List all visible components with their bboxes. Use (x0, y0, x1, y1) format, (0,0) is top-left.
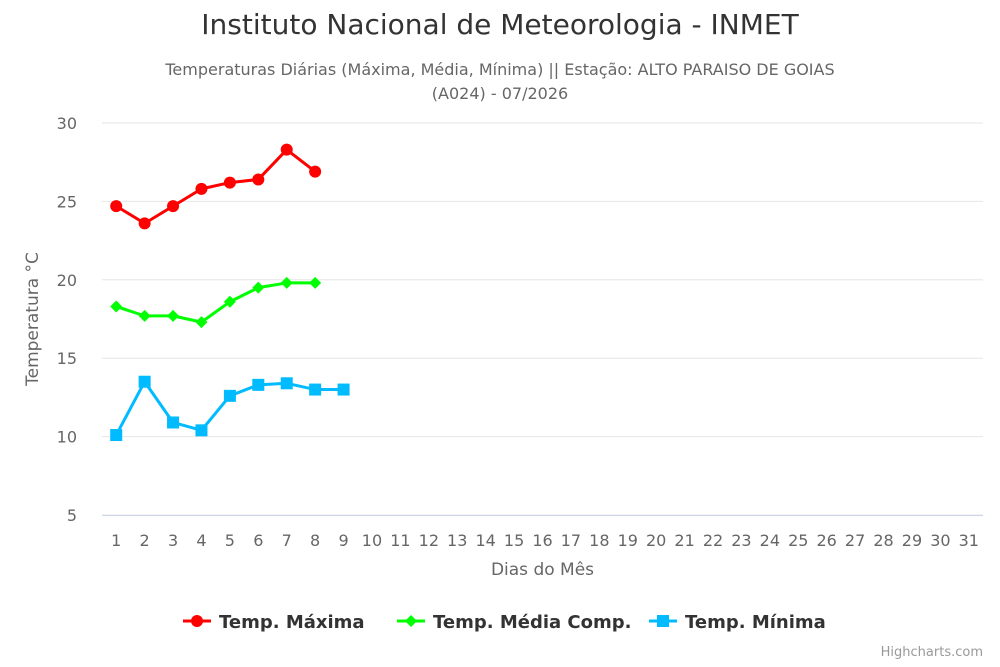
x-tick-label: 25 (788, 531, 808, 550)
x-tick-label: 2 (140, 531, 150, 550)
x-tick-label: 27 (845, 531, 865, 550)
x-tick-label: 26 (817, 531, 837, 550)
x-tick-label: 10 (362, 531, 382, 550)
data-point (110, 200, 123, 213)
x-tick-label: 1 (111, 531, 121, 550)
data-point (252, 378, 265, 391)
data-point (309, 276, 322, 289)
y-tick-label: 25 (57, 192, 77, 211)
data-point (280, 143, 293, 156)
x-tick-label: 6 (253, 531, 263, 550)
data-point (252, 281, 265, 294)
series-line-1 (115, 148, 317, 225)
x-tick-label: 23 (731, 531, 751, 550)
y-tick-label: 5 (67, 506, 77, 525)
data-point (167, 416, 180, 429)
x-tick-label: 11 (390, 531, 410, 550)
data-point (110, 429, 123, 442)
y-tick-label: 10 (57, 428, 77, 447)
data-point (138, 375, 151, 388)
x-tick-label: 12 (419, 531, 439, 550)
x-tick-label: 7 (282, 531, 292, 550)
y-axis-title: Temperatura °C (23, 252, 43, 387)
x-tick-label: 21 (674, 531, 694, 550)
x-axis-title: Dias do Mês (491, 560, 594, 580)
x-tick-label: 29 (902, 531, 922, 550)
x-tick-label: 9 (338, 531, 348, 550)
data-point (223, 176, 236, 189)
x-tick-label: 13 (447, 531, 467, 550)
data-point (167, 200, 180, 213)
x-tick-label: 22 (703, 531, 723, 550)
data-point (195, 182, 208, 195)
credits-link[interactable]: Highcharts.com (880, 645, 983, 660)
data-point (309, 165, 322, 178)
legend-item-label[interactable]: Temp. Máxima (219, 612, 365, 633)
data-point (280, 276, 293, 289)
data-point (223, 295, 236, 308)
data-point (280, 377, 293, 390)
x-tick-label: 30 (930, 531, 950, 550)
x-tick-label: 31 (959, 531, 979, 550)
x-tick-label: 16 (532, 531, 552, 550)
x-tick-label: 15 (504, 531, 524, 550)
data-point (110, 300, 123, 313)
x-tick-label: 14 (475, 531, 495, 550)
x-tick-label: 24 (760, 531, 780, 550)
legend-marker (405, 615, 417, 627)
data-point (195, 316, 208, 329)
x-tick-label: 4 (196, 531, 206, 550)
legend-marker (657, 615, 669, 627)
data-point (223, 389, 236, 402)
data-point (252, 173, 265, 186)
data-point (337, 383, 350, 396)
x-tick-label: 3 (168, 531, 178, 550)
legend-item-label[interactable]: Temp. Mínima (685, 612, 826, 633)
data-point (309, 383, 322, 396)
x-tick-label: 8 (310, 531, 320, 550)
x-tick-label: 20 (646, 531, 666, 550)
data-point (167, 309, 180, 322)
x-tick-label: 19 (618, 531, 638, 550)
data-point (138, 309, 151, 322)
y-tick-label: 30 (57, 114, 77, 133)
x-tick-label: 17 (561, 531, 581, 550)
legend-marker (191, 615, 203, 627)
x-tick-label: 18 (589, 531, 609, 550)
legend-item-label[interactable]: Temp. Média Comp. (433, 612, 631, 633)
data-point (195, 424, 208, 437)
data-point (138, 217, 151, 230)
chart-title: Instituto Nacional de Meteorologia - INM… (201, 8, 799, 41)
y-tick-label: 20 (57, 271, 77, 290)
x-tick-label: 5 (225, 531, 235, 550)
x-tick-label: 28 (873, 531, 893, 550)
y-tick-label: 15 (57, 349, 77, 368)
chart-subtitle: Temperaturas Diárias (Máxima, Média, Mín… (165, 60, 835, 103)
